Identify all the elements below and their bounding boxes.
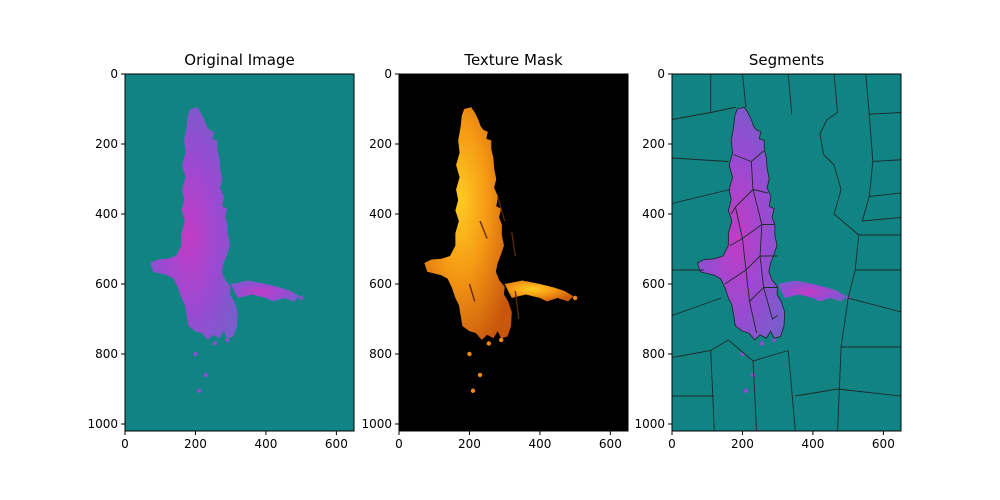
image-content xyxy=(672,74,901,431)
segment-boundary xyxy=(787,350,796,431)
island-speck xyxy=(298,295,304,301)
island-speck xyxy=(467,351,472,357)
x-tick-label: 400 xyxy=(801,437,824,451)
axes-frame xyxy=(671,73,902,432)
island-speck xyxy=(212,341,218,346)
y-tick-label: 600 xyxy=(642,277,665,291)
image-background xyxy=(125,74,354,431)
image-background xyxy=(672,74,901,431)
y-tick-label: 800 xyxy=(369,347,392,361)
x-tick-label: 400 xyxy=(528,437,551,451)
image-background xyxy=(399,74,628,431)
texture-streak xyxy=(479,220,488,239)
island-speck xyxy=(498,337,504,343)
landmass xyxy=(424,107,512,340)
y-tick-label: 600 xyxy=(95,277,118,291)
island-speck xyxy=(470,388,476,393)
texture-streak xyxy=(514,290,520,320)
y-tick-label: 800 xyxy=(642,347,665,361)
landmass xyxy=(150,107,238,340)
panel-title: Texture Mask xyxy=(463,51,563,69)
x-tick-label: 200 xyxy=(731,437,754,451)
image-content xyxy=(424,107,578,393)
y-tick-label: 0 xyxy=(110,67,118,81)
texture-streak xyxy=(468,283,476,302)
landmass-lobe xyxy=(230,280,300,302)
segment-boundary xyxy=(823,154,842,215)
x-tick-label: 0 xyxy=(121,437,129,451)
island-speck xyxy=(477,372,483,378)
x-tick-label: 600 xyxy=(325,437,348,451)
texture-streak xyxy=(497,196,506,222)
y-tick-label: 0 xyxy=(657,67,665,81)
x-tick-label: 0 xyxy=(668,437,676,451)
island-speck xyxy=(193,351,198,357)
x-tick-label: 200 xyxy=(458,437,481,451)
island-speck xyxy=(572,295,578,301)
y-tick-label: 800 xyxy=(95,347,118,361)
island-speck xyxy=(203,372,209,378)
landmass-boundary xyxy=(696,106,786,341)
x-tick-label: 400 xyxy=(254,437,277,451)
segment-boundary xyxy=(672,297,722,316)
segment-boundary xyxy=(752,360,758,431)
segment-boundary xyxy=(861,196,901,222)
texture-streak xyxy=(511,231,516,257)
segment-boundary xyxy=(672,157,729,162)
segment-boundary xyxy=(724,269,747,285)
landmass-lobe xyxy=(777,280,847,302)
y-tick-label: 400 xyxy=(369,207,392,221)
segment-boundary xyxy=(710,350,715,431)
x-tick-label: 600 xyxy=(872,437,895,451)
segment-boundary xyxy=(742,74,747,108)
island-speck xyxy=(196,388,202,393)
x-tick-label: 200 xyxy=(184,437,207,451)
y-tick-label: 200 xyxy=(369,137,392,151)
segment-boundary xyxy=(819,112,838,155)
y-tick-label: 1000 xyxy=(634,417,665,431)
panel-2: Texture Mask 0 200 400 600 0 200 400 600 800 1000 xyxy=(361,51,629,451)
panel-1: Original Image 0 200 400 600 0 200 400 600 800 100… xyxy=(87,51,355,451)
y-tick-label: 1000 xyxy=(87,417,118,431)
island-speck xyxy=(743,388,749,393)
island-speck xyxy=(750,372,756,378)
panel-3: Segments 0 200 400 600 0 200 400 600 800 1000 xyxy=(634,51,902,451)
landmass-lobe xyxy=(504,280,574,302)
segment-boundary xyxy=(795,388,901,397)
x-tick-label: 0 xyxy=(395,437,403,451)
y-tick-label: 400 xyxy=(642,207,665,221)
segment-boundary xyxy=(749,301,757,334)
y-tick-label: 0 xyxy=(384,67,392,81)
y-tick-label: 600 xyxy=(369,277,392,291)
island-speck xyxy=(224,337,230,343)
island-speck xyxy=(759,341,765,346)
x-tick-label: 600 xyxy=(599,437,622,451)
segment-boundary xyxy=(729,238,743,246)
panel-title: Original Image xyxy=(184,51,294,69)
y-tick-label: 200 xyxy=(95,137,118,151)
y-tick-label: 1000 xyxy=(361,417,392,431)
y-tick-label: 400 xyxy=(95,207,118,221)
segment-boundary xyxy=(833,74,839,113)
axes-frame xyxy=(124,73,355,432)
segment-boundary xyxy=(672,189,731,204)
image-content xyxy=(150,107,304,393)
segment-boundary xyxy=(763,287,778,320)
axes-frame xyxy=(398,73,629,432)
island-speck xyxy=(486,341,492,346)
panel-title: Segments xyxy=(749,51,825,69)
y-tick-label: 200 xyxy=(642,137,665,151)
island-speck xyxy=(771,337,777,343)
segment-boundary xyxy=(787,74,793,115)
